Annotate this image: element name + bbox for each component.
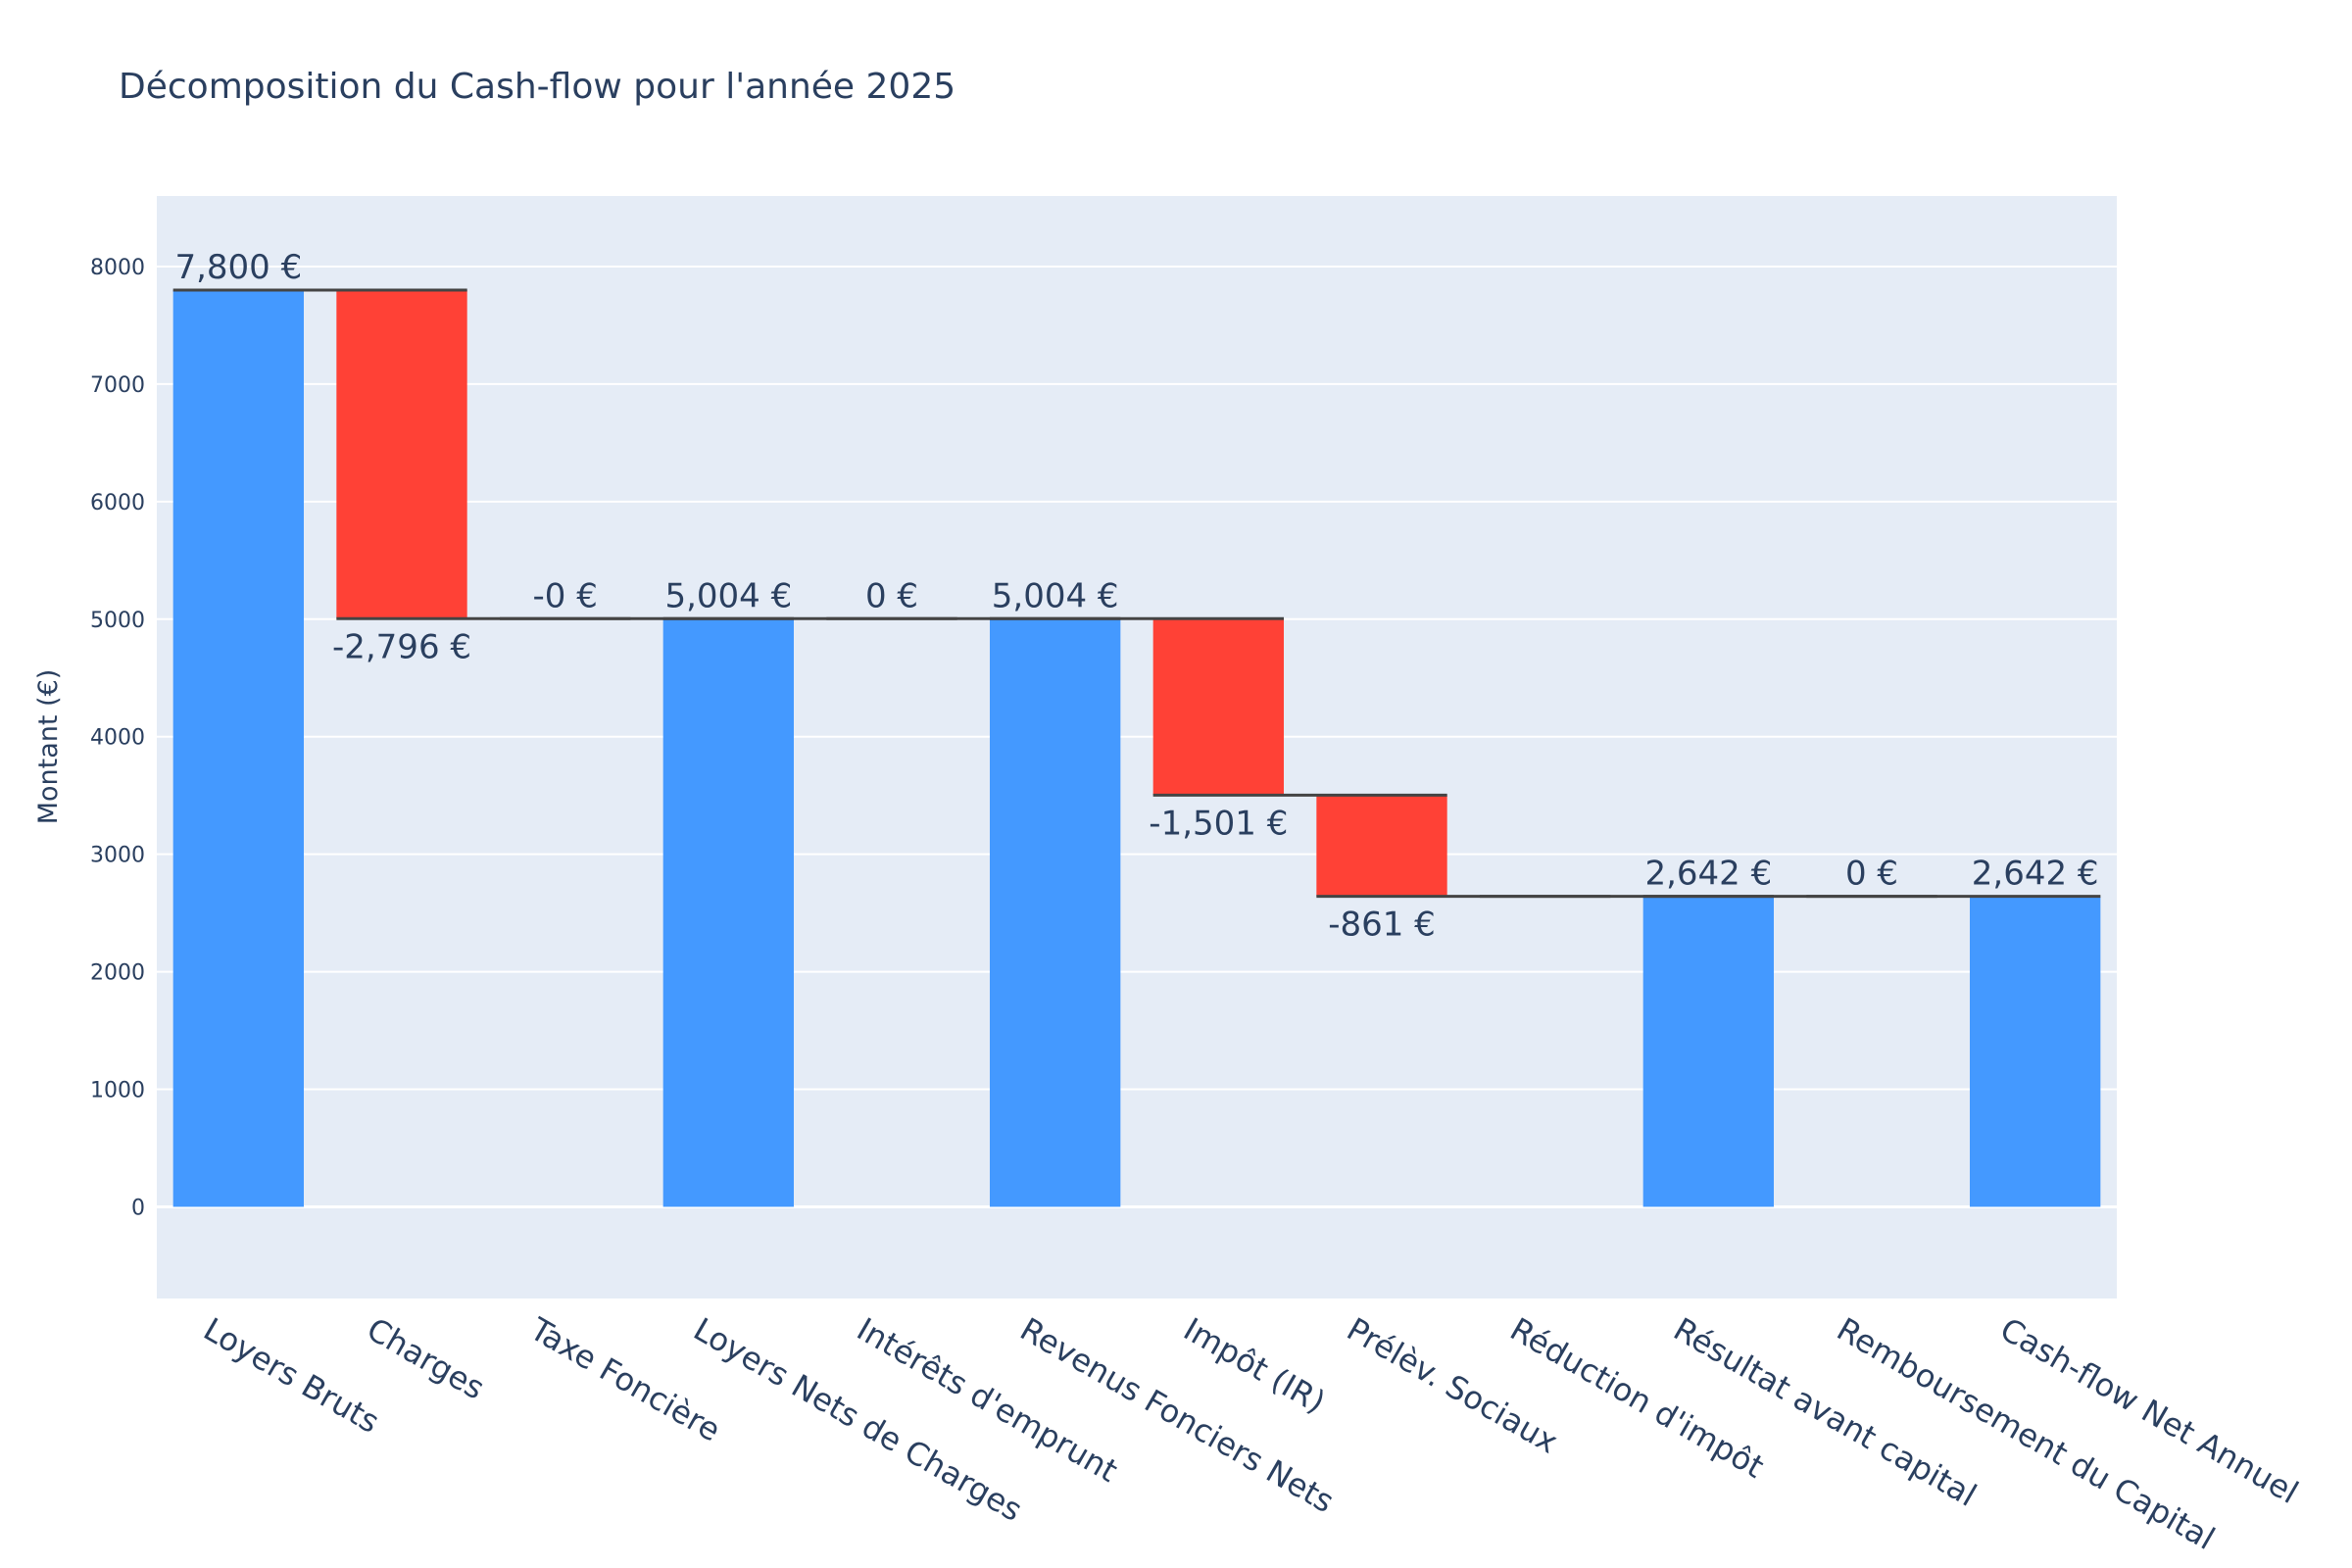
y-tick-label: 3000 xyxy=(90,844,145,868)
y-tick-label: 1000 xyxy=(90,1079,145,1103)
x-tick-label: Loyers Bruts xyxy=(197,1310,385,1441)
plot-area: 0 1000 2000 3000 4000 5000 6000 7000 8000 7,800 €… xyxy=(90,196,2305,1557)
bar xyxy=(1152,618,1284,796)
y-tick-label: 8000 xyxy=(90,256,145,280)
bar xyxy=(1970,896,2101,1207)
data-label: 0 € xyxy=(865,576,918,615)
bar xyxy=(172,289,304,1207)
x-tick-label: Résultat avant capital xyxy=(1667,1310,1983,1514)
data-label: 2,642 € xyxy=(1972,855,2099,894)
y-tick-label: 7000 xyxy=(90,373,145,398)
bar xyxy=(662,618,794,1207)
x-tick-label: Charges xyxy=(361,1310,491,1407)
bar xyxy=(1316,795,1447,897)
y-tick-label: 4000 xyxy=(90,726,145,751)
x-tick-label: Impôt (IR) xyxy=(1177,1310,1331,1421)
data-label: 5,004 € xyxy=(992,576,1119,615)
y-tick-label: 5000 xyxy=(90,609,145,633)
data-label: -0 € xyxy=(532,576,597,615)
bar xyxy=(336,289,467,619)
y-tick-label: 2000 xyxy=(90,961,145,986)
bar xyxy=(990,618,1121,1207)
data-label: 5,004 € xyxy=(664,576,792,615)
chart-title: Décomposition du Cash-flow pour l'année … xyxy=(119,67,956,107)
data-label: -861 € xyxy=(1328,906,1436,945)
plot-background xyxy=(157,196,2117,1298)
data-label: -2,796 € xyxy=(332,627,471,666)
y-tick-label: 6000 xyxy=(90,491,145,515)
data-label: 0 € xyxy=(1845,855,1898,894)
x-tick-label: Cash-flow Net Annuel xyxy=(1994,1310,2305,1511)
y-tick-label: 0 xyxy=(131,1196,145,1220)
data-label: 7,800 € xyxy=(174,248,302,287)
y-axis-label: Montant (€) xyxy=(33,669,64,825)
bar xyxy=(1642,896,1774,1207)
data-label: -1,501 € xyxy=(1149,804,1288,843)
data-label: 2,642 € xyxy=(1644,855,1772,894)
x-tick-label: Intérêts d'emprunt xyxy=(851,1310,1124,1490)
